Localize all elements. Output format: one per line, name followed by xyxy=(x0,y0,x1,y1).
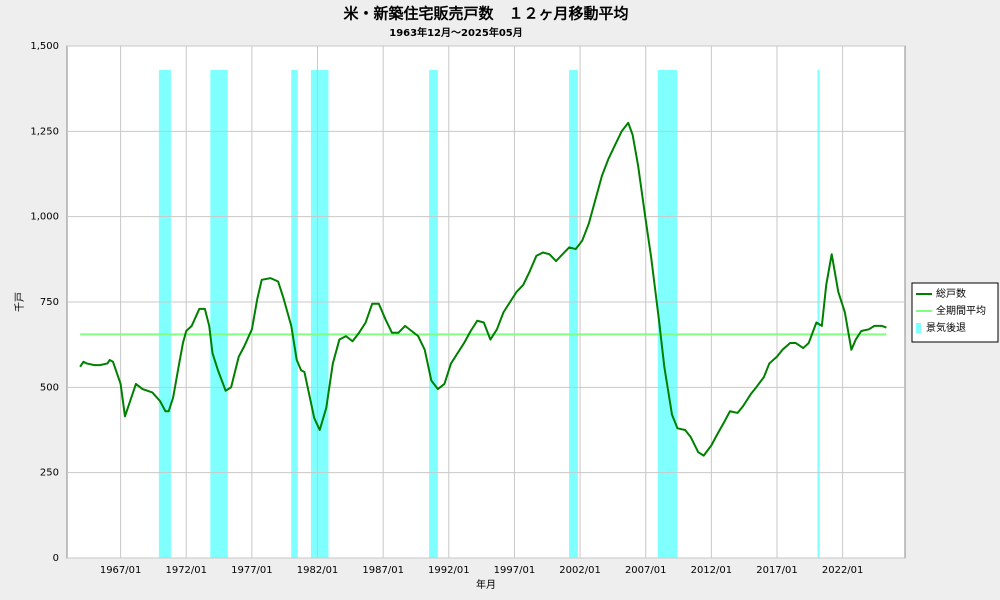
x-tick-label: 1987/01 xyxy=(362,565,404,576)
recession-band xyxy=(310,70,329,558)
y-tick-label: 1,000 xyxy=(30,212,59,223)
x-axis-label: 年月 xyxy=(476,578,496,591)
y-tick-label: 250 xyxy=(40,468,59,479)
legend xyxy=(911,282,999,343)
x-tick-label: 2017/01 xyxy=(756,565,798,576)
y-tick-label: 500 xyxy=(40,382,59,393)
x-tick-label: 1992/01 xyxy=(428,565,470,576)
recession-band xyxy=(210,70,228,558)
legend-label: 総戸数 xyxy=(936,287,966,300)
x-tick-label: 2022/01 xyxy=(822,565,864,576)
recession-band xyxy=(569,70,578,558)
chart-title: 米・新築住宅販売戸数 １２ヶ月移動平均 xyxy=(343,5,628,23)
recession-band xyxy=(657,70,678,558)
legend-label: 全期間平均 xyxy=(936,304,986,317)
x-tick-label: 1982/01 xyxy=(297,565,339,576)
x-tick-label: 1997/01 xyxy=(494,565,536,576)
y-tick-label: 750 xyxy=(40,297,59,308)
x-tick-label: 2002/01 xyxy=(559,565,601,576)
x-tick-label: 1967/01 xyxy=(100,565,142,576)
legend-label: 景気後退 xyxy=(926,321,966,334)
y-tick-label: 1,500 xyxy=(30,41,59,52)
recession-band xyxy=(291,70,298,558)
y-axis-label: 千戸 xyxy=(14,292,26,312)
recession-band xyxy=(158,70,171,558)
x-tick-label: 1977/01 xyxy=(231,565,273,576)
x-tick-label: 2007/01 xyxy=(625,565,667,576)
recession-band xyxy=(429,70,438,558)
chart-subtitle: 1963年12月～2025年05月 xyxy=(389,26,523,39)
y-tick-label: 0 xyxy=(53,553,59,564)
recession-band xyxy=(817,70,820,558)
legend-swatch xyxy=(916,323,921,333)
y-tick-label: 1,250 xyxy=(30,126,59,137)
x-tick-label: 1972/01 xyxy=(165,565,207,576)
series-line xyxy=(79,121,887,457)
x-tick-label: 2012/01 xyxy=(691,565,733,576)
